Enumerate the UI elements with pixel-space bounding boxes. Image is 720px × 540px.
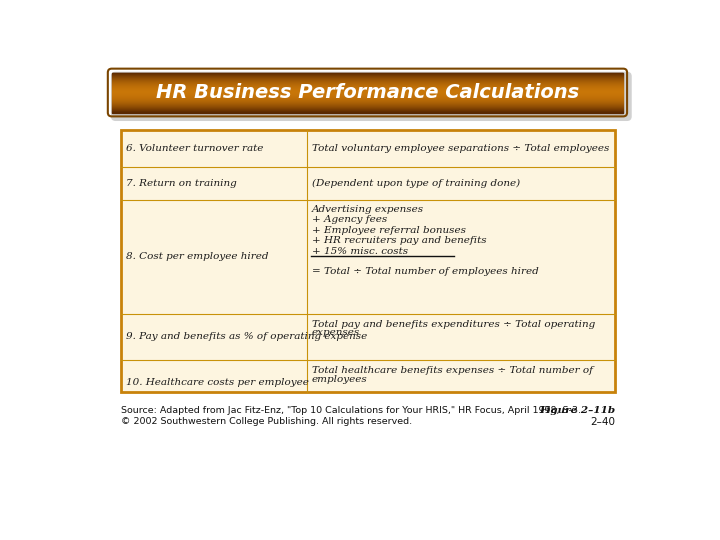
Text: + HR recruiters pay and benefits: + HR recruiters pay and benefits — [312, 236, 486, 245]
Text: 10. Healthcare costs per employee: 10. Healthcare costs per employee — [126, 377, 309, 387]
Bar — [112, 80, 624, 82]
Bar — [112, 86, 624, 87]
Bar — [112, 111, 624, 112]
Bar — [112, 101, 624, 102]
Bar — [112, 87, 624, 89]
Bar — [112, 90, 624, 91]
Text: 6. Volunteer turnover rate: 6. Volunteer turnover rate — [126, 144, 263, 153]
Bar — [112, 96, 624, 97]
Bar — [112, 100, 624, 102]
Bar — [112, 75, 624, 76]
Text: Figure 2–11b: Figure 2–11b — [539, 406, 616, 415]
Bar — [112, 94, 624, 95]
Bar — [112, 109, 624, 110]
Bar — [112, 112, 624, 113]
Bar — [112, 107, 624, 109]
Bar — [112, 106, 624, 107]
Bar — [112, 108, 624, 109]
Bar — [112, 97, 624, 98]
Text: © 2002 Southwestern College Publishing. All rights reserved.: © 2002 Southwestern College Publishing. … — [121, 417, 412, 426]
Bar — [112, 79, 624, 80]
Bar — [112, 102, 624, 103]
Text: + Employee referral bonuses: + Employee referral bonuses — [312, 226, 466, 235]
Bar — [112, 104, 624, 105]
Bar — [112, 78, 624, 79]
Bar — [112, 94, 624, 96]
Bar — [112, 107, 624, 108]
Bar — [112, 74, 624, 75]
Bar — [112, 99, 624, 100]
Text: = Total ÷ Total number of employees hired: = Total ÷ Total number of employees hire… — [312, 267, 539, 276]
Text: expenses: expenses — [312, 328, 360, 338]
Bar — [112, 99, 624, 100]
Bar — [112, 106, 624, 107]
Bar — [112, 78, 624, 79]
Bar — [112, 95, 624, 96]
Bar — [112, 83, 624, 84]
Bar — [112, 87, 624, 88]
Bar — [112, 85, 624, 86]
Text: employees: employees — [312, 375, 367, 383]
Bar — [112, 86, 624, 87]
Bar — [112, 103, 624, 104]
Text: Source: Adapted from Jac Fitz-Enz, "Top 10 Calculations for Your HRIS," HR Focus: Source: Adapted from Jac Fitz-Enz, "Top … — [121, 406, 581, 415]
Bar — [112, 98, 624, 99]
Bar — [112, 96, 624, 97]
Bar — [112, 77, 624, 78]
Text: Total healthcare benefits expenses ÷ Total number of: Total healthcare benefits expenses ÷ Tot… — [312, 366, 593, 375]
Bar — [112, 89, 624, 90]
Bar — [112, 81, 624, 82]
Bar — [112, 76, 624, 77]
Bar — [112, 89, 624, 90]
Bar — [112, 110, 624, 111]
Text: Total pay and benefits expenditures ÷ Total operating: Total pay and benefits expenditures ÷ To… — [312, 320, 595, 329]
Bar — [112, 102, 624, 103]
Text: 8. Cost per employee hired: 8. Cost per employee hired — [126, 252, 268, 261]
Bar — [112, 100, 624, 101]
Text: Total voluntary employee separations ÷ Total employees: Total voluntary employee separations ÷ T… — [312, 144, 609, 153]
Bar — [112, 75, 624, 76]
Bar — [112, 80, 624, 81]
FancyBboxPatch shape — [111, 72, 631, 121]
Text: Advertising expenses: Advertising expenses — [312, 205, 424, 214]
Bar — [112, 85, 624, 86]
Bar — [112, 98, 624, 99]
Bar — [112, 92, 624, 93]
Bar — [112, 105, 624, 106]
Text: + 15% misc. costs: + 15% misc. costs — [312, 247, 408, 255]
Bar — [112, 93, 624, 94]
Bar — [112, 73, 624, 75]
Bar — [112, 88, 624, 89]
Text: + Agency fees: + Agency fees — [312, 215, 387, 224]
Bar — [112, 84, 624, 85]
Text: 7. Return on training: 7. Return on training — [126, 179, 236, 188]
Bar — [112, 105, 624, 106]
Bar — [121, 130, 616, 392]
Bar — [112, 82, 624, 83]
Bar — [112, 109, 624, 110]
Bar — [112, 91, 624, 92]
Text: 9. Pay and benefits as % of operating expense: 9. Pay and benefits as % of operating ex… — [126, 332, 367, 341]
Bar — [112, 93, 624, 94]
Bar — [112, 103, 624, 104]
Text: (Dependent upon type of training done): (Dependent upon type of training done) — [312, 179, 520, 188]
Bar — [112, 72, 624, 73]
Bar — [112, 91, 624, 92]
Text: 2–40: 2–40 — [590, 417, 616, 427]
Bar — [112, 82, 624, 83]
Bar — [112, 92, 624, 93]
Bar — [112, 73, 624, 74]
Text: HR Business Performance Calculations: HR Business Performance Calculations — [156, 83, 579, 102]
Bar — [112, 79, 624, 80]
